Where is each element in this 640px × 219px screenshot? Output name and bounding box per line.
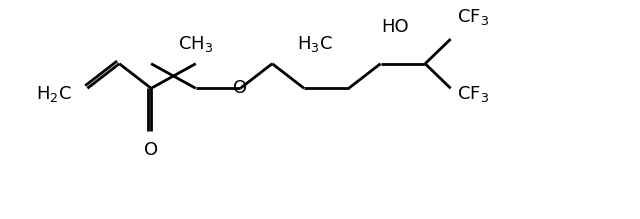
Text: CF$_3$: CF$_3$ (457, 85, 489, 104)
Text: H$_2$C: H$_2$C (36, 85, 72, 104)
Text: CF$_3$: CF$_3$ (457, 7, 489, 27)
Text: CH$_3$: CH$_3$ (178, 34, 213, 55)
Text: HO: HO (381, 18, 409, 36)
Text: H$_3$C: H$_3$C (297, 34, 333, 55)
Text: O: O (234, 79, 248, 97)
Text: O: O (144, 141, 158, 159)
